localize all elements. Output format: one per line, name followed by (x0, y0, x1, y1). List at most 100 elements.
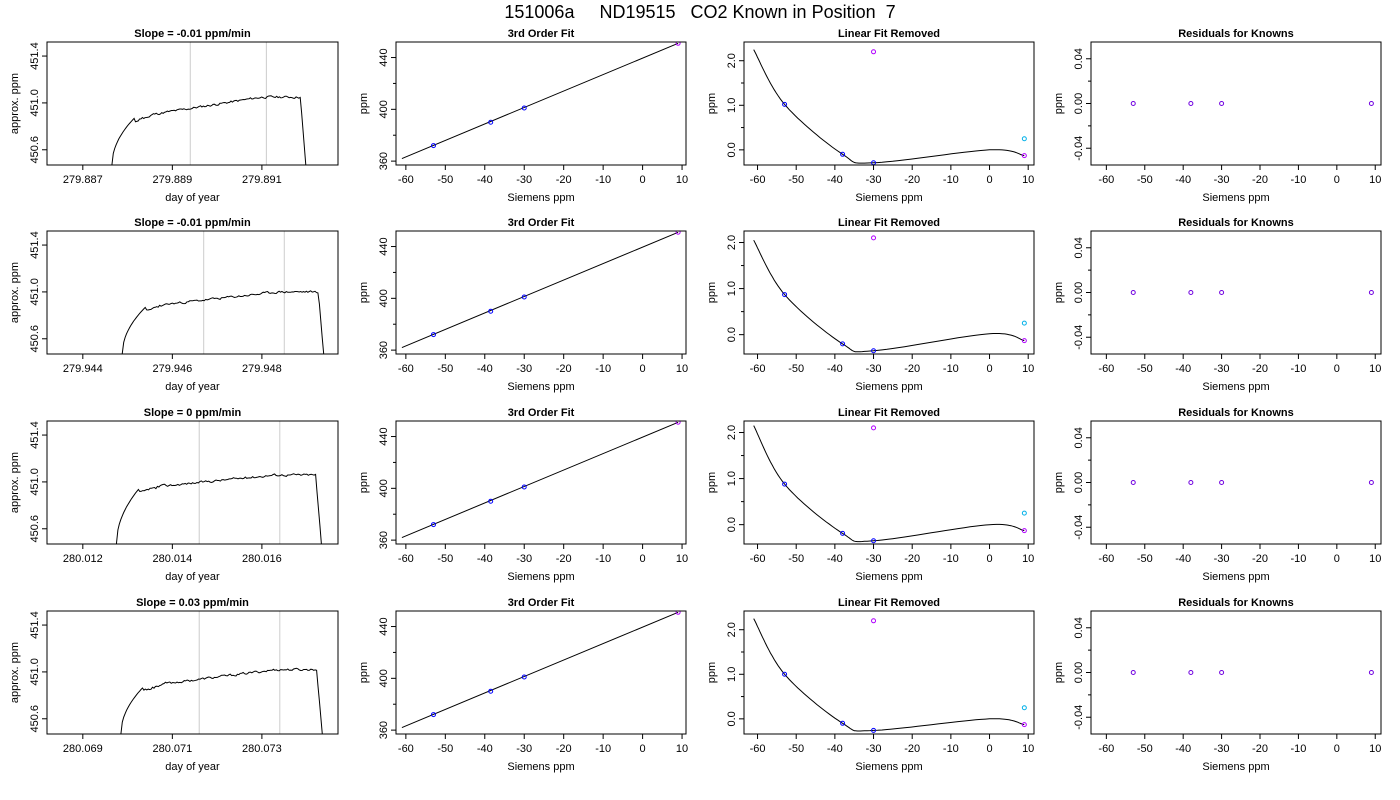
x-tick-label: 10 (1369, 743, 1381, 755)
x-tick-label: -40 (477, 174, 493, 186)
data-trace (115, 473, 322, 544)
x-tick-label: 10 (1022, 174, 1034, 186)
y-tick-label: 451.0 (29, 658, 41, 686)
y-tick-label: 0.0 (726, 327, 738, 342)
y-axis-label: ppm (358, 282, 370, 303)
y-tick-label: 451.0 (29, 278, 41, 306)
y-tick-label: 0.04 (1073, 617, 1085, 638)
y-axis-label: ppm (706, 282, 718, 303)
x-tick-label: -30 (1214, 363, 1230, 375)
panel-3-1: 3rd Order Fit -60 -50 -40 -30 -20 -10 0 10 360 400… (358, 597, 688, 773)
data-point (430, 712, 436, 718)
x-tick-label: 279.887 (63, 174, 103, 186)
y-tick-label: 440 (378, 48, 390, 66)
x-tick-label: -40 (1175, 743, 1191, 755)
chart-title: Residuals for Knowns (1178, 28, 1294, 40)
x-tick-label: -60 (750, 174, 766, 186)
plot-area (1130, 670, 1374, 675)
x-tick-label: 280.073 (242, 743, 282, 755)
x-tick-label: -10 (943, 553, 959, 565)
x-axis-label: Siemens ppm (855, 761, 922, 773)
x-tick-label: 0 (986, 553, 992, 565)
data-point (1219, 290, 1225, 295)
y-tick-label: 450.6 (29, 515, 41, 543)
y-tick-label: 0.00 (1073, 472, 1085, 493)
x-axis-label: Siemens ppm (855, 192, 922, 204)
x-tick-label: -40 (477, 743, 493, 755)
x-tick-label: -20 (904, 553, 920, 565)
data-point (1021, 136, 1027, 142)
chart-title: 3rd Order Fit (508, 597, 575, 609)
x-tick-label: -20 (1252, 743, 1268, 755)
plot-area (120, 611, 323, 734)
data-point (1130, 101, 1136, 106)
x-tick-label: -40 (827, 743, 843, 755)
y-tick-label: 0.00 (1073, 282, 1085, 303)
x-tick-label: 279.948 (242, 363, 282, 375)
x-tick-label: -40 (827, 553, 843, 565)
plot-area (1130, 290, 1374, 295)
x-axis-label: Siemens ppm (507, 571, 574, 583)
data-point (521, 674, 527, 680)
y-tick-label: 451.4 (29, 42, 41, 70)
plot-frame (743, 420, 1035, 545)
chart-title: Linear Fit Removed (838, 597, 940, 609)
data-point (1021, 722, 1027, 728)
y-tick-label: -0.04 (1073, 705, 1085, 730)
fit-curve (401, 421, 679, 538)
chart-title: Slope = 0 ppm/min (144, 407, 242, 419)
data-point (1021, 510, 1027, 516)
y-tick-label: 2.0 (726, 53, 738, 68)
y-tick-label: 400 (378, 100, 390, 118)
plot-area (401, 611, 681, 728)
x-tick-label: 0 (640, 743, 646, 755)
y-axis-label: approx. ppm (9, 452, 21, 513)
x-tick-label: -50 (788, 743, 804, 755)
x-tick-label: -10 (1290, 174, 1306, 186)
data-point (521, 484, 527, 490)
data-point (1188, 101, 1194, 106)
plot-frame (1090, 41, 1382, 166)
panel-1-3: Residuals for Knowns -60 -50 -40 -30 -20 -10 0 1… (1053, 217, 1382, 393)
data-point (488, 498, 494, 504)
y-tick-label: 1.0 (726, 281, 738, 296)
data-point (782, 671, 788, 677)
data-point (871, 538, 877, 544)
x-tick-label: -60 (750, 743, 766, 755)
plot-frame (46, 420, 339, 545)
panel-3-0: Slope = 0.03 ppm/min 280.069 280.071 280.07… (9, 597, 339, 773)
x-tick-label: 280.016 (242, 553, 282, 565)
data-point (488, 688, 494, 694)
y-tick-label: 450.6 (29, 136, 41, 164)
x-tick-label: -60 (1098, 363, 1114, 375)
x-tick-label: 279.944 (63, 363, 103, 375)
x-tick-label: 0 (1334, 553, 1340, 565)
x-tick-label: -60 (398, 174, 414, 186)
y-axis-label: approx. ppm (9, 262, 21, 323)
x-tick-label: 280.071 (152, 743, 192, 755)
x-tick-label: -30 (866, 174, 882, 186)
y-tick-label: -0.04 (1073, 515, 1085, 540)
x-tick-label: 0 (986, 743, 992, 755)
data-point (1021, 528, 1027, 534)
panel-2-3: Residuals for Knowns -60 -50 -40 -30 -20 -10 0 1… (1053, 407, 1382, 583)
x-tick-label: 10 (676, 174, 688, 186)
x-axis-label: day of year (165, 571, 220, 583)
y-tick-label: 0.04 (1073, 237, 1085, 258)
x-tick-label: 0 (986, 174, 992, 186)
chart-title: Residuals for Knowns (1178, 407, 1294, 419)
plot-area (1130, 480, 1374, 485)
x-tick-label: -20 (556, 174, 572, 186)
panel-0-1: 3rd Order Fit -60 -50 -40 -30 -20 -10 0 10 360 400… (358, 28, 688, 204)
x-tick-label: -30 (516, 553, 532, 565)
plot-frame (395, 610, 687, 735)
x-tick-label: 10 (1022, 363, 1034, 375)
fit-curve (753, 618, 1025, 732)
plot-frame (46, 41, 339, 166)
y-tick-label: -0.04 (1073, 136, 1085, 161)
panel-1-1: 3rd Order Fit -60 -50 -40 -30 -20 -10 0 10 360 400… (358, 217, 688, 393)
x-tick-label: 0 (1334, 363, 1340, 375)
x-tick-label: -10 (943, 743, 959, 755)
data-point (675, 231, 681, 235)
x-tick-label: -40 (477, 363, 493, 375)
